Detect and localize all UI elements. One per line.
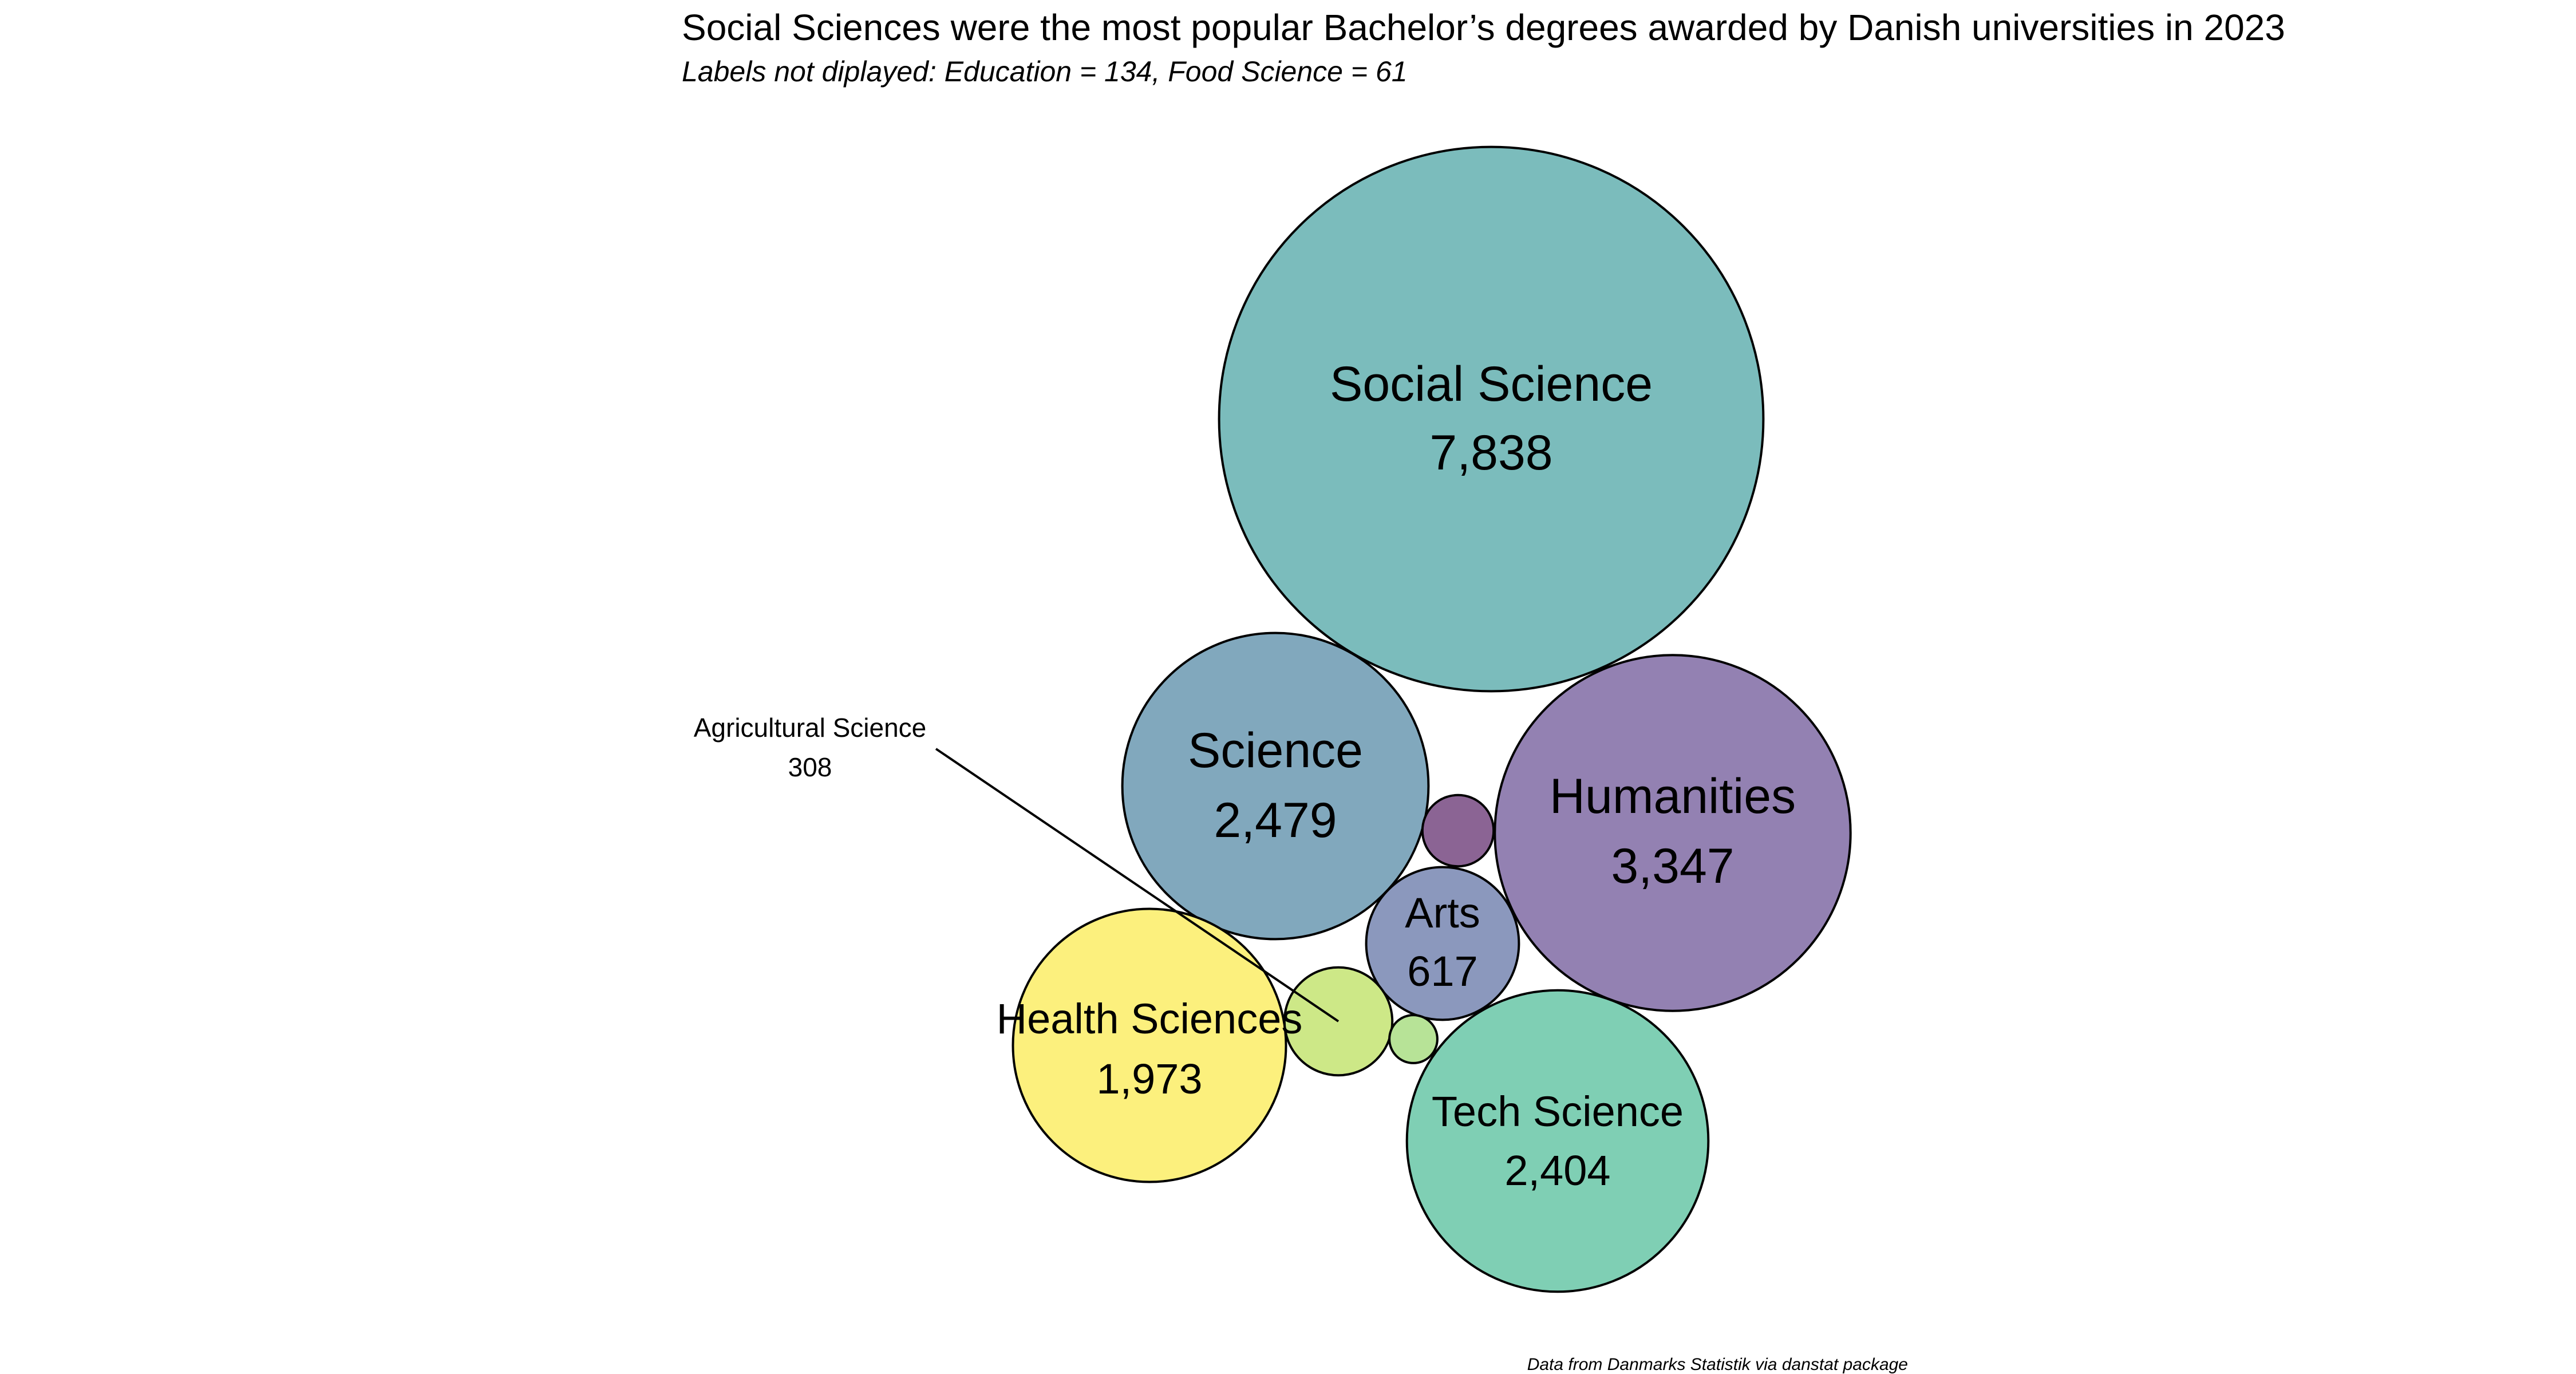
chart-title: Social Sciences were the most popular Ba… bbox=[682, 7, 2285, 48]
bubble-health-sciences bbox=[1013, 909, 1286, 1182]
bubble-education bbox=[1423, 795, 1494, 866]
label-name-humanities: Humanities bbox=[1550, 769, 1796, 824]
label-value-tech-science: 2,404 bbox=[1504, 1147, 1610, 1194]
label-value-arts: 617 bbox=[1407, 947, 1477, 995]
bubble-science bbox=[1123, 633, 1429, 939]
label-value-science: 2,479 bbox=[1214, 793, 1337, 848]
label-name-health-sciences: Health Sciences bbox=[997, 995, 1303, 1043]
label-value-humanities: 3,347 bbox=[1611, 839, 1734, 894]
bubble-social-science bbox=[1219, 147, 1764, 692]
label-value-health-sciences: 1,973 bbox=[1096, 1055, 1202, 1103]
bubble-humanities bbox=[1495, 655, 1850, 1010]
bubble-food-science bbox=[1389, 1015, 1437, 1063]
label-name-agricultural-science: Agricultural Science bbox=[694, 713, 927, 743]
chart-caption: Data from Danmarks Statistik via danstat… bbox=[1527, 1355, 1908, 1374]
label-name-social-science: Social Science bbox=[1330, 357, 1653, 412]
chart-subtitle: Labels not diplayed: Education = 134, Fo… bbox=[682, 56, 1408, 88]
label-name-tech-science: Tech Science bbox=[1432, 1088, 1684, 1135]
label-name-arts: Arts bbox=[1405, 889, 1480, 937]
label-name-science: Science bbox=[1188, 723, 1363, 778]
bubble-tech-science bbox=[1407, 990, 1709, 1292]
label-value-social-science: 7,838 bbox=[1429, 425, 1552, 480]
label-value-agricultural-science: 308 bbox=[788, 752, 832, 782]
